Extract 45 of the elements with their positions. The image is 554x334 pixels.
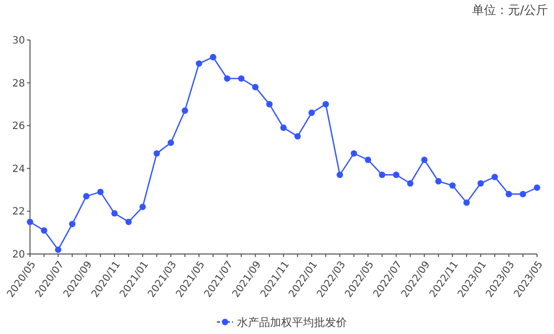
point <box>238 75 244 82</box>
point <box>392 172 400 178</box>
legend-label: 水产品加权平均批发价 <box>237 316 347 329</box>
y-tick-label: 26 <box>12 121 25 132</box>
point <box>252 84 259 90</box>
y-tick-label: 22 <box>12 206 25 218</box>
point <box>492 174 498 180</box>
point <box>182 107 188 114</box>
point <box>322 101 329 108</box>
y-tick-label: 28 <box>12 78 25 90</box>
point <box>168 140 174 146</box>
point <box>449 182 456 189</box>
point <box>378 172 386 178</box>
point <box>196 60 202 67</box>
point <box>26 218 34 226</box>
point <box>69 220 76 228</box>
point <box>294 133 301 140</box>
point <box>280 124 287 131</box>
point <box>139 204 146 210</box>
point <box>534 184 540 191</box>
point <box>210 54 216 60</box>
point <box>364 156 372 164</box>
point <box>308 110 315 116</box>
point <box>111 210 118 217</box>
point <box>336 172 344 178</box>
point <box>421 156 428 164</box>
point <box>520 190 526 198</box>
point <box>154 150 160 157</box>
point <box>477 180 484 187</box>
point <box>435 178 442 184</box>
text: 单位：元/公斤 <box>472 3 548 17</box>
point <box>97 188 104 196</box>
point <box>266 101 273 108</box>
point <box>54 246 62 253</box>
y-tick-label: 20 <box>12 250 25 260</box>
point <box>506 190 512 198</box>
point <box>40 227 48 234</box>
y-tick-label: 30 <box>12 36 25 46</box>
point <box>224 75 230 82</box>
point <box>350 150 358 157</box>
y-tick-label: 24 <box>12 164 25 175</box>
point <box>463 199 470 206</box>
point <box>407 180 414 187</box>
point <box>83 193 90 200</box>
point <box>125 218 132 226</box>
